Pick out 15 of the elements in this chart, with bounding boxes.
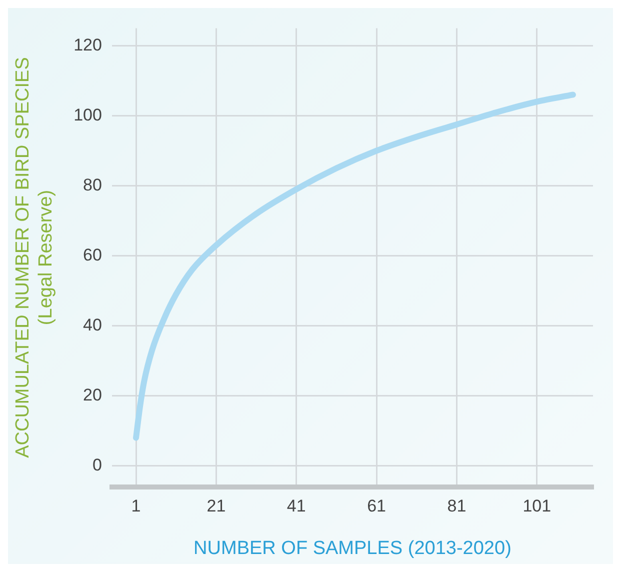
x-tick-label: 101 xyxy=(522,496,552,516)
x-axis-title: NUMBER OF SAMPLES (2013-2020) xyxy=(194,538,512,559)
y-tick-label: 20 xyxy=(83,385,102,404)
x-tick-label: 61 xyxy=(367,496,386,516)
x-tick-label: 41 xyxy=(286,496,306,516)
x-tick-label: 1 xyxy=(131,496,141,516)
y-tick-label: 100 xyxy=(74,105,102,124)
x-tick-label: 81 xyxy=(447,496,466,516)
y-tick-label: 40 xyxy=(83,315,102,334)
y-tick-label: 80 xyxy=(83,175,102,194)
y-tick-label: 120 xyxy=(74,35,102,54)
y-axis-title: ACCUMULATED NUMBER OF BIRD SPECIES (Legal Reserve) xyxy=(12,57,56,458)
y-tick-label: 60 xyxy=(83,245,102,264)
x-tick-label: 21 xyxy=(206,496,226,516)
y-tick-label: 0 xyxy=(92,455,102,474)
